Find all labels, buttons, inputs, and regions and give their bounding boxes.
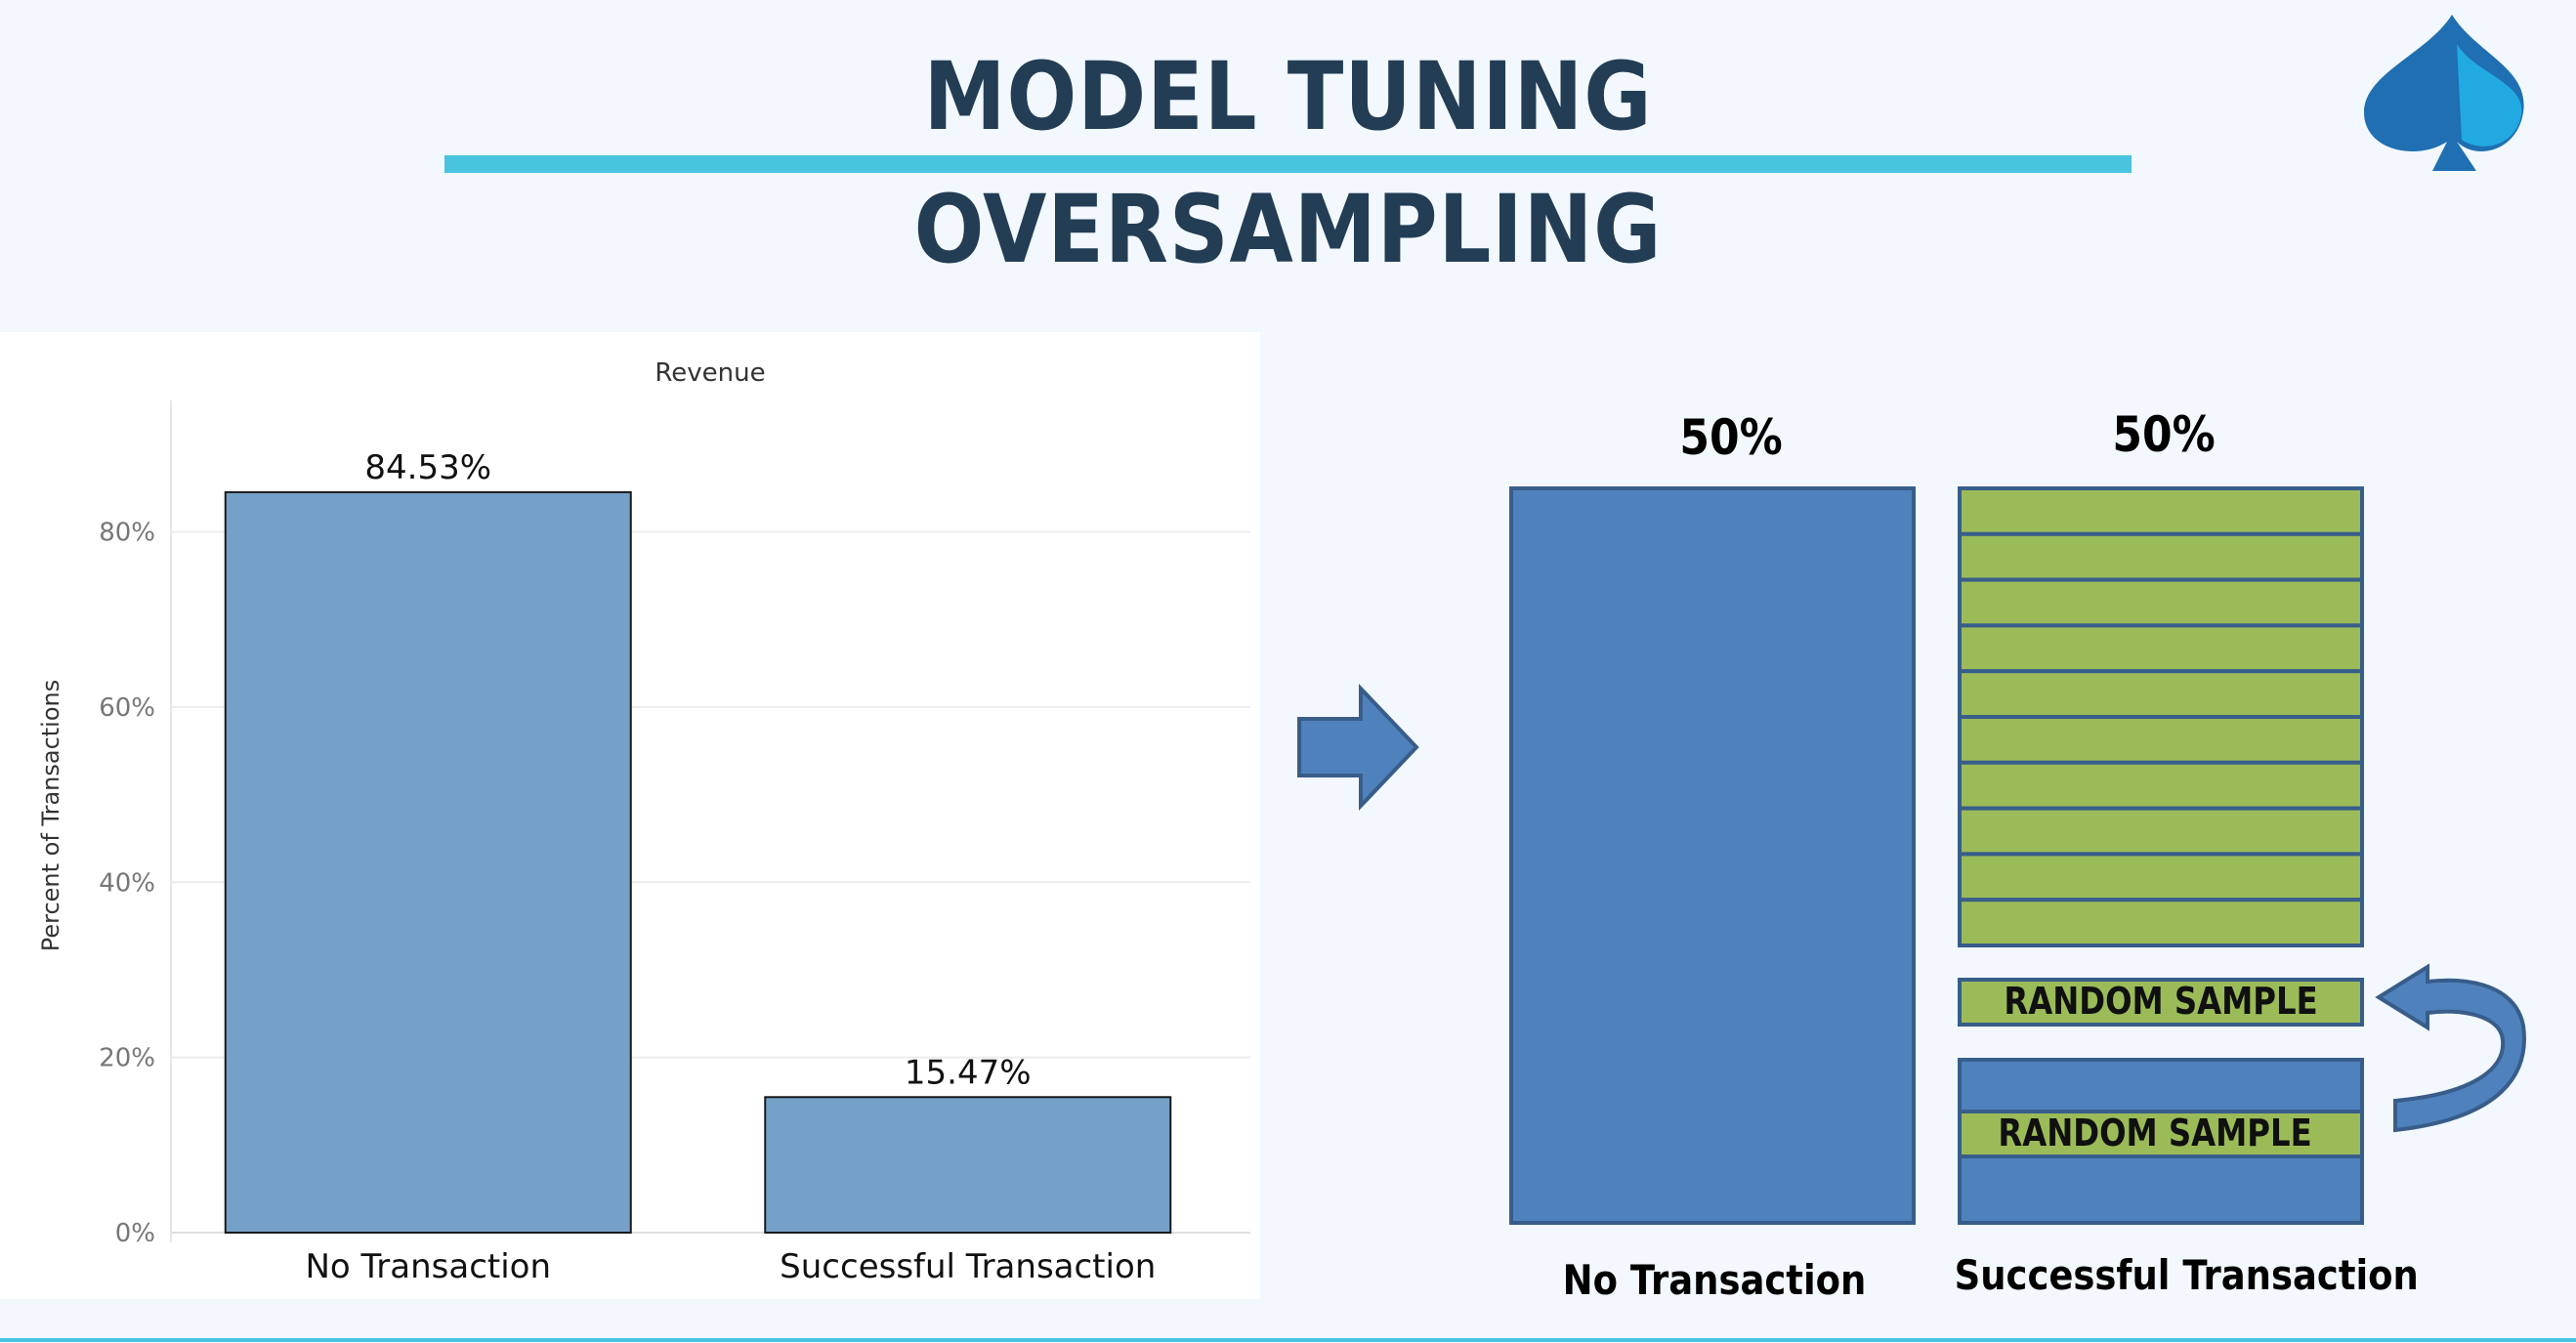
chart-title: Revenue bbox=[655, 358, 765, 388]
random-sample-copy-label: RANDOM SAMPLE bbox=[2004, 980, 2318, 1023]
duplicated-sample-row bbox=[1958, 669, 2364, 720]
y-tick-label: 60% bbox=[99, 693, 155, 723]
duplicated-sample-row bbox=[1958, 577, 2364, 628]
curved-arrow-icon bbox=[2375, 963, 2526, 1133]
random-sample-copy bbox=[1958, 978, 2364, 1027]
data-label: 84.53% bbox=[364, 448, 491, 487]
duplicated-sample-row bbox=[1958, 531, 2364, 582]
bottom-divider bbox=[0, 1338, 2576, 1342]
minority-percent: 50% bbox=[2112, 406, 2216, 463]
duplicated-sample-row bbox=[1958, 806, 2364, 857]
y-tick-label: 0% bbox=[115, 1219, 155, 1248]
duplicated-sample-row bbox=[1958, 898, 2364, 948]
title-divider bbox=[444, 155, 2132, 173]
majority-percent: 50% bbox=[1679, 409, 1783, 466]
bar bbox=[764, 1096, 1172, 1235]
y-tick-label: 40% bbox=[99, 868, 155, 898]
x-tick-label: Successful Transaction bbox=[780, 1247, 1156, 1286]
page-subtitle: OVERSAMPLING bbox=[913, 175, 1663, 284]
y-tick-label: 80% bbox=[99, 519, 155, 548]
distribution-chart: Revenue Percent of Transactions 0% 20% 40%… bbox=[0, 332, 1260, 1299]
bar bbox=[224, 490, 632, 1235]
duplicated-sample-row bbox=[1958, 760, 2364, 811]
spade-icon bbox=[2364, 15, 2524, 171]
duplicated-sample-row bbox=[1958, 715, 2364, 765]
page-title: MODEL TUNING bbox=[923, 42, 1653, 151]
data-label: 15.47% bbox=[905, 1053, 1032, 1092]
random-sample-source bbox=[1958, 1110, 2364, 1158]
random-sample-source-label: RANDOM SAMPLE bbox=[1998, 1112, 2312, 1154]
result-canvas bbox=[1509, 486, 2526, 1225]
majority-label: No Transaction bbox=[1562, 1256, 1867, 1304]
oversampled-result bbox=[1465, 391, 2576, 1328]
y-axis-label: Percent of Transactions bbox=[37, 680, 64, 952]
arrow-right-icon bbox=[1297, 684, 1419, 811]
y-tick-label: 20% bbox=[99, 1044, 155, 1073]
majority-block bbox=[1509, 486, 1916, 1225]
duplicated-sample-row bbox=[1958, 486, 2364, 536]
minority-label: Successful Transaction bbox=[1954, 1251, 2419, 1299]
x-tick-label: No Transaction bbox=[305, 1247, 551, 1286]
duplicated-sample-row bbox=[1958, 623, 2364, 674]
duplicated-sample-row bbox=[1958, 852, 2364, 902]
chart-canvas: Revenue Percent of Transactions 0% 20% 40%… bbox=[37, 358, 1250, 1286]
